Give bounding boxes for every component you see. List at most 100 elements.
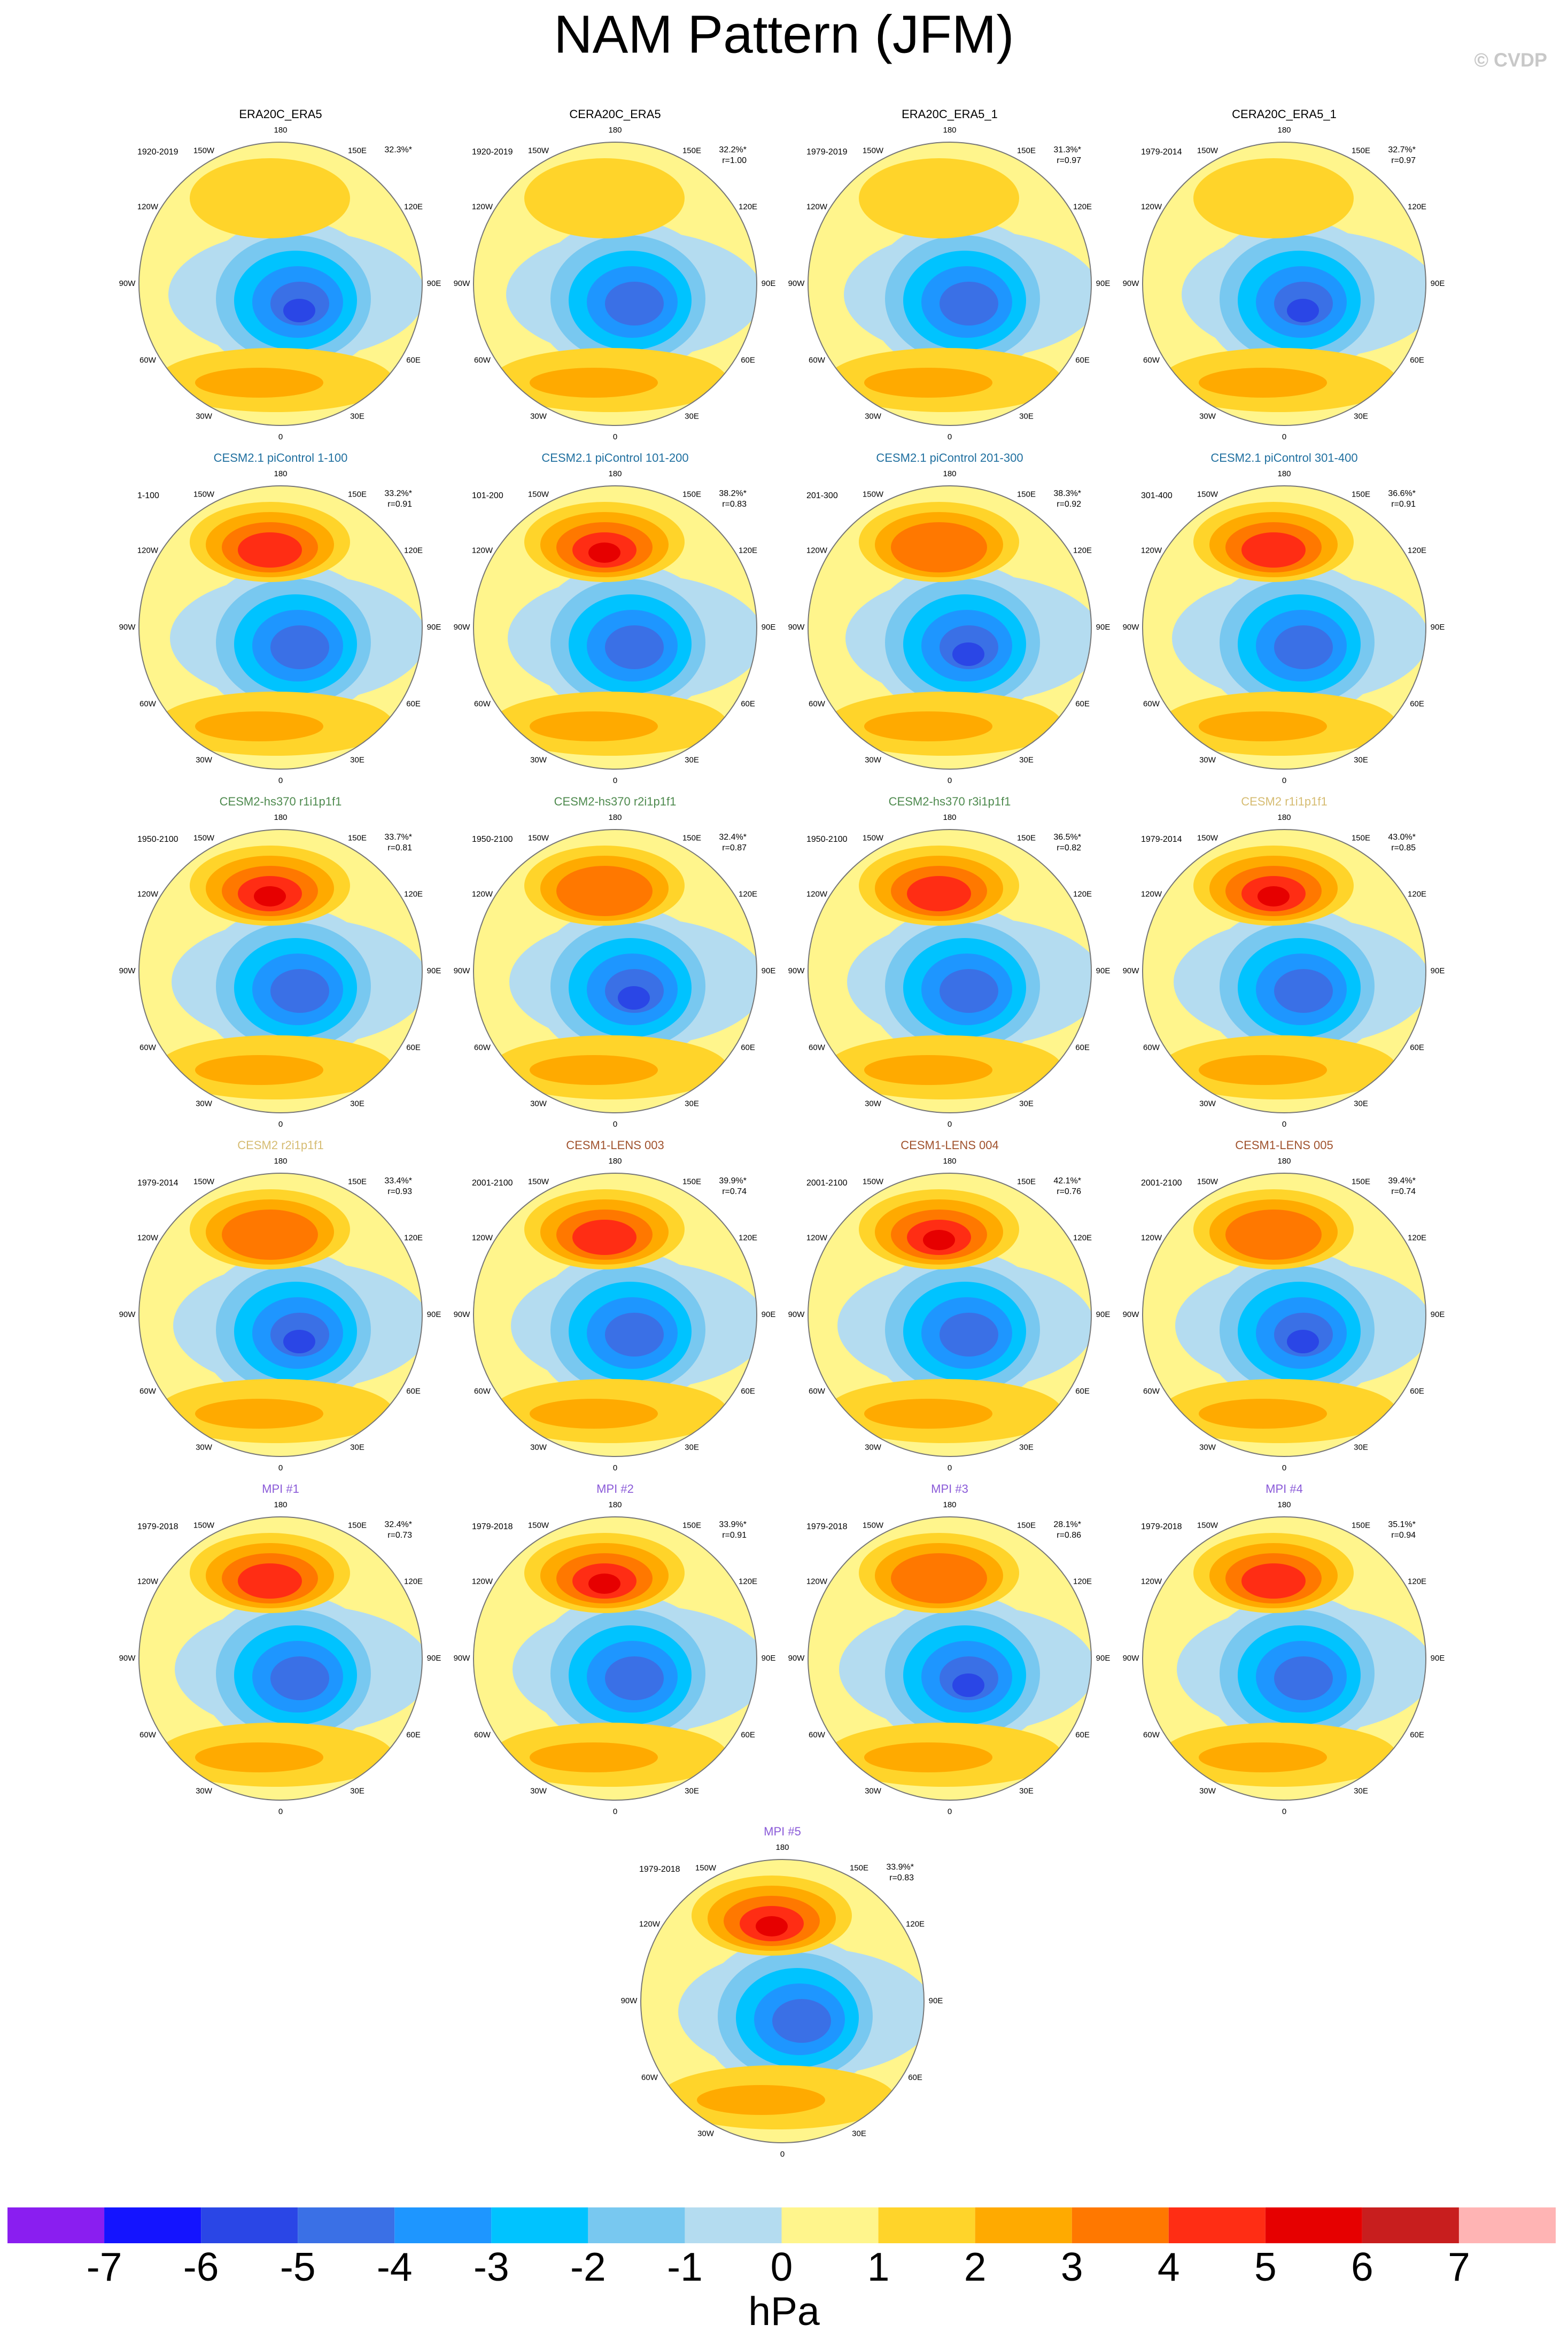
correlation: r=0.87 xyxy=(722,843,747,853)
panel-title: MPI #3 xyxy=(931,1482,968,1495)
longitude-label: 150E xyxy=(1017,833,1036,842)
longitude-label: 30E xyxy=(1354,1787,1368,1796)
longitude-label: 60W xyxy=(1143,355,1160,365)
contour xyxy=(530,1399,658,1429)
colorbar-swatch xyxy=(975,2207,1072,2243)
longitude-label: 180 xyxy=(608,1157,622,1166)
colorbar-label: -1 xyxy=(667,2244,703,2289)
correlation: r=0.91 xyxy=(1391,500,1416,509)
longitude-label: 120W xyxy=(472,1577,493,1586)
period: 1950-2100 xyxy=(806,835,848,844)
variance: 39.4%* xyxy=(1388,1176,1416,1185)
variance: 42.1%* xyxy=(1053,1176,1081,1185)
contour xyxy=(556,866,653,916)
colorbar-swatch xyxy=(201,2207,298,2243)
longitude-label: 60W xyxy=(139,355,157,365)
longitude-label: 30W xyxy=(196,1099,213,1109)
map-border xyxy=(808,1173,1092,1457)
map-field xyxy=(1143,1517,1426,1800)
longitude-label: 60E xyxy=(1075,1043,1090,1052)
map-border xyxy=(138,1516,423,1801)
period: 1-100 xyxy=(137,491,159,500)
longitude-label: 180 xyxy=(1277,126,1291,135)
correlation: r=0.91 xyxy=(387,500,412,509)
longitude-label: 180 xyxy=(1277,1500,1291,1509)
longitude-label: 150W xyxy=(1197,1177,1218,1186)
colorbar-label: -7 xyxy=(87,2244,122,2289)
longitude-label: 120E xyxy=(1408,546,1426,555)
contour xyxy=(270,625,329,669)
longitude-label: 120W xyxy=(1141,1577,1162,1586)
longitude-label: 150E xyxy=(1352,146,1370,155)
longitude-label: 60E xyxy=(1410,355,1424,365)
period: 1979-2014 xyxy=(1141,835,1182,844)
panel-title: CESM2.1 piControl 301-400 xyxy=(1210,451,1357,464)
contour xyxy=(530,368,658,398)
longitude-label: 120E xyxy=(906,1919,925,1928)
contour xyxy=(524,158,685,238)
longitude-label: 0 xyxy=(613,1120,617,1129)
contour xyxy=(605,1313,664,1357)
variance: 32.4%* xyxy=(719,833,747,842)
map-border xyxy=(473,142,757,426)
period: 1979-2019 xyxy=(806,148,848,157)
panel-title: MPI #5 xyxy=(764,1825,801,1838)
contour xyxy=(530,1055,658,1085)
longitude-label: 90W xyxy=(454,1654,471,1663)
longitude-label: 90E xyxy=(1431,279,1445,288)
longitude-label: 180 xyxy=(274,1157,287,1166)
longitude-label: 90W xyxy=(788,623,805,632)
longitude-label: 30E xyxy=(1354,756,1368,765)
panel-title: CERA20C_ERA5 xyxy=(569,107,661,121)
map-border xyxy=(808,142,1092,426)
map-border xyxy=(1142,142,1426,426)
longitude-label: 30W xyxy=(1199,1443,1216,1452)
longitude-label: 150E xyxy=(1017,1521,1036,1530)
longitude-label: 180 xyxy=(274,813,287,822)
map-field xyxy=(139,142,422,425)
map-field xyxy=(473,830,757,1113)
colorbar-label: -5 xyxy=(280,2244,316,2289)
longitude-label: 90W xyxy=(454,1310,471,1319)
longitude-label: 120E xyxy=(1408,202,1426,211)
longitude-label: 180 xyxy=(274,1500,287,1509)
contour xyxy=(1193,158,1354,238)
contour xyxy=(1274,969,1333,1013)
longitude-label: 90E xyxy=(1096,1654,1111,1663)
longitude-label: 30E xyxy=(350,1099,364,1109)
map-border xyxy=(138,142,423,426)
longitude-label: 30W xyxy=(865,756,882,765)
map-field xyxy=(808,486,1091,769)
correlation: r=0.76 xyxy=(1057,1187,1081,1196)
longitude-label: 30E xyxy=(350,1443,364,1452)
longitude-label: 60E xyxy=(741,355,755,365)
colorbar-swatch xyxy=(1458,2207,1556,2243)
longitude-label: 30W xyxy=(865,412,882,421)
longitude-label: 60W xyxy=(809,699,826,708)
longitude-label: 90W xyxy=(788,966,805,975)
contour xyxy=(1199,368,1327,398)
longitude-label: 90E xyxy=(762,623,776,632)
longitude-label: 90W xyxy=(1123,966,1140,975)
contour xyxy=(530,711,658,741)
variance: 38.2%* xyxy=(719,489,747,498)
longitude-label: 150E xyxy=(682,490,701,499)
colorbar-swatch xyxy=(104,2207,201,2243)
correlation: r=0.92 xyxy=(1057,500,1081,509)
contour xyxy=(270,969,329,1013)
correlation: r=0.83 xyxy=(722,500,747,509)
variance: 36.5%* xyxy=(1053,833,1081,842)
longitude-label: 150E xyxy=(682,1521,701,1530)
variance: 31.3%* xyxy=(1053,145,1081,154)
colorbar-label: 3 xyxy=(1061,2244,1083,2289)
contour xyxy=(952,1673,984,1697)
longitude-label: 90W xyxy=(454,966,471,975)
longitude-label: 0 xyxy=(948,776,952,785)
longitude-label: 120E xyxy=(1073,546,1092,555)
longitude-label: 180 xyxy=(943,126,956,135)
longitude-label: 90W xyxy=(788,279,805,288)
longitude-label: 0 xyxy=(948,1807,952,1816)
variance: 33.7%* xyxy=(384,833,412,842)
longitude-label: 120E xyxy=(1408,1577,1426,1586)
longitude-label: 180 xyxy=(274,126,287,135)
